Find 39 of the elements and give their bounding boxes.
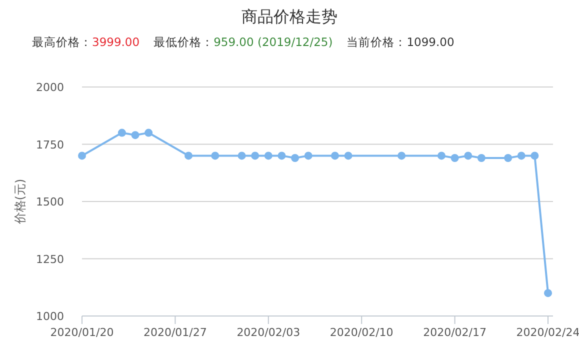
text: 最低价格：959.00 (2019/12/25) xyxy=(154,35,333,49)
point xyxy=(184,152,193,160)
point xyxy=(450,154,459,162)
x-tick-label: 2020/02/24 xyxy=(516,326,579,339)
point xyxy=(238,152,246,160)
point xyxy=(291,154,300,162)
y-tick-label: 1000 xyxy=(36,310,64,323)
chart-title: 商品价格走势 xyxy=(242,7,338,26)
x-tick-label: 2020/02/03 xyxy=(236,326,300,339)
text: 当前价格：1099.00 xyxy=(346,35,454,49)
point xyxy=(530,152,539,160)
point xyxy=(398,152,406,160)
x-tick-label: 2020/01/27 xyxy=(144,326,207,339)
point xyxy=(544,289,552,298)
y-axis-title: 价格(元) xyxy=(13,178,27,226)
point xyxy=(131,131,140,140)
point xyxy=(477,154,486,162)
point xyxy=(437,152,446,160)
point xyxy=(264,152,272,160)
point xyxy=(504,154,512,162)
point xyxy=(278,152,286,160)
x-tick-label: 2020/01/20 xyxy=(50,326,114,339)
point xyxy=(464,152,472,160)
point xyxy=(251,152,260,160)
point xyxy=(78,152,86,160)
point xyxy=(118,128,126,137)
y-tick-label: 1500 xyxy=(36,196,64,208)
point xyxy=(211,152,220,160)
point xyxy=(144,128,153,137)
point xyxy=(517,152,526,160)
y-tick-label: 2000 xyxy=(36,81,64,94)
point xyxy=(304,152,312,160)
point xyxy=(344,152,352,160)
x-tick-label: 2020/02/17 xyxy=(423,326,487,339)
point xyxy=(330,152,339,160)
y-tick-label: 1250 xyxy=(36,252,64,266)
y-tick-label: 1750 xyxy=(36,138,64,152)
x-tick-label: 2020/02/10 xyxy=(330,326,394,339)
text: 最高价格：3999.00 xyxy=(32,35,140,49)
